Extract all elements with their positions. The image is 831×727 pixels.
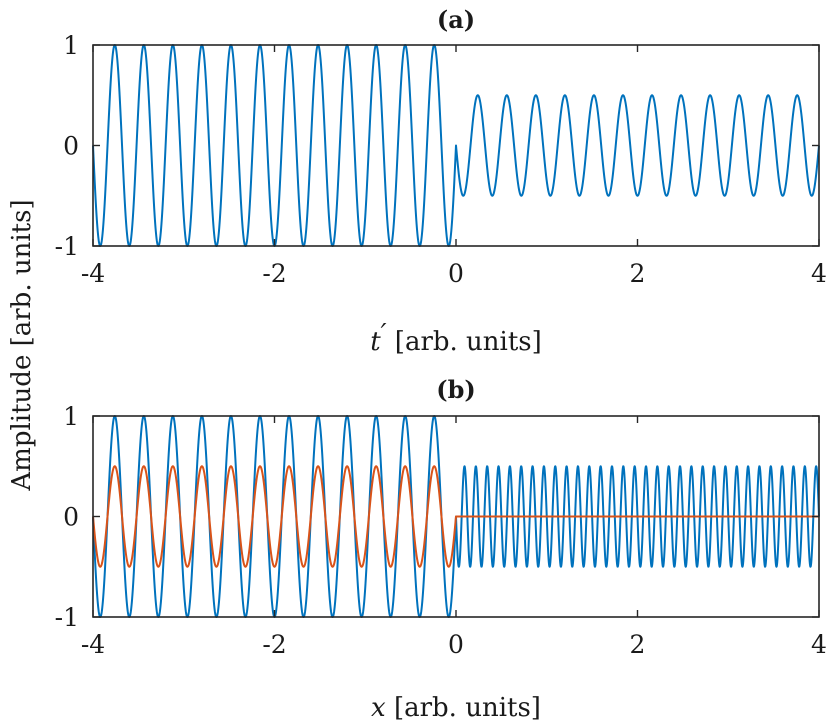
y-tick-label: 0 [63,503,79,532]
y-tick-label: 1 [63,402,79,431]
series-line-b-2 [92,465,820,568]
y-axis-label: Amplitude [arb. units] [7,199,37,491]
panel-a: -4 -2 0 2 4 1 0 -1 (a) t′ [arb. units] [55,5,827,357]
ticks-b: -4 -2 0 2 4 1 0 -1 [55,402,827,659]
x-axis-label-b: x [arb. units] [371,693,541,723]
x-tick-label: -2 [262,630,286,659]
x-axis-label-a: t′ [arb. units] [370,319,542,357]
panel-b: -4 -2 0 2 4 1 0 -1 (b) x [arb. units] [55,375,827,723]
y-tick-label: -1 [55,603,79,632]
plot-lines-b [92,415,820,618]
x-tick-label: -2 [262,259,286,288]
x-tick-label: -4 [81,259,105,288]
panel-title-b: (b) [436,375,476,404]
series-line-a-1 [92,44,820,247]
x-tick-label: 0 [448,259,464,288]
x-tick-label: 2 [630,259,646,288]
x-tick-label: 4 [811,259,827,288]
x-tick-label: 0 [448,630,464,659]
x-tick-label: -4 [81,630,105,659]
x-tick-label: 4 [811,630,827,659]
y-tick-label: 1 [63,31,79,60]
x-tick-label: 2 [630,630,646,659]
ticks-a: -4 -2 0 2 4 1 0 -1 [55,31,827,288]
plot-lines-a [92,44,820,247]
panel-title-a: (a) [437,5,475,34]
y-tick-label: -1 [55,232,79,261]
y-tick-label: 0 [63,132,79,161]
